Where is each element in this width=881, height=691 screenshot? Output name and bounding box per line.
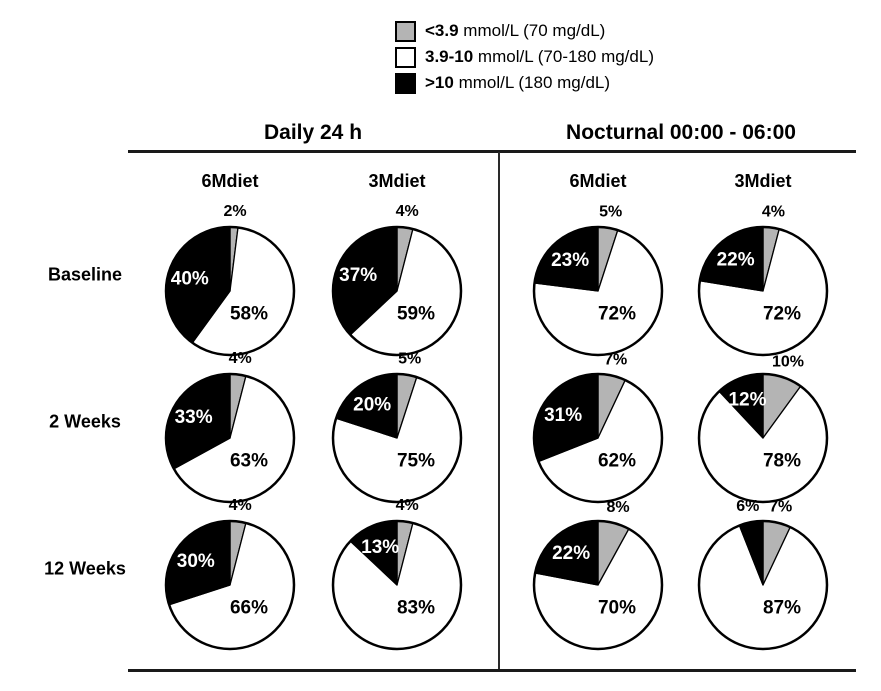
pie-outline [697,225,829,357]
pie-slice-label-high: 22% [552,543,590,564]
pie-slice-label-high: 40% [171,269,209,290]
pie-outline [164,372,296,504]
pie-slice-label-in_range: 58% [230,304,268,325]
bottom-rule [128,669,856,672]
pie-12-weeks-daily-24-h-6mdiet: 4% 66% 30% [145,493,315,663]
pie-slice-label-in_range: 75% [397,451,435,472]
pie-slice-label-low: 7% [604,352,627,369]
pie-slice-label-high: 22% [717,249,755,270]
pie-slice-label-in_range: 78% [763,451,801,472]
pie-chart: 4% 59% 37% [331,203,463,357]
pie-chart: 4% 66% 30% [164,497,296,651]
column-header-nocturnal-6mdiet: 6Mdiet [569,171,627,191]
pie-slice-label-high: 20% [353,394,391,415]
pie-slice-label-in_range: 63% [230,451,268,472]
pie-baseline-nocturnal-00-00-06-00-3mdiet: 4% 72% 22% [678,199,848,369]
pie-chart: 4% 63% 33% [164,350,296,504]
pie-chart: 5% 72% 23% [532,204,664,357]
legend-swatch-low [395,20,416,42]
pie-slice-label-low: 4% [396,203,419,220]
header-rule [128,150,856,153]
pie-12-weeks-nocturnal-00-00-06-00-6mdiet: 8% 70% 22% [513,493,683,663]
pie-slice-label-low: 4% [396,497,419,514]
pie-slice-label-low: 4% [229,350,252,367]
pie-chart: 7% 87% 6% [697,498,829,651]
pie-outline [697,519,829,651]
pie-slice-label-low: 8% [607,499,630,516]
pie-2-weeks-daily-24-h-6mdiet: 4% 63% 33% [145,346,315,516]
pie-slice-label-high: 30% [177,551,215,572]
pie-2-weeks-daily-24-h-3mdiet: 5% 75% 20% [312,346,482,516]
column-header-nocturnal-3mdiet: 3Mdiet [734,171,792,191]
pie-outline [331,225,463,357]
group-divider-line [498,152,500,670]
row-label-2-weeks: 2 Weeks [49,411,121,432]
pie-slice-label-in_range: 66% [230,598,268,619]
legend-swatch-high [395,72,416,94]
row-label-baseline: Baseline [47,264,123,285]
pie-slice-label-in_range: 87% [763,598,801,619]
pie-slice-label-low: 7% [769,499,792,516]
pie-slice-label-low: 5% [398,351,421,368]
pie-slice-label-in_range: 62% [598,451,636,472]
pie-outline [697,372,829,504]
pie-slice-label-low: 10% [772,354,804,371]
legend-label: >10 mmol/L (180 mg/dL) [425,73,611,92]
pie-12-weeks-daily-24-h-3mdiet: 4% 83% 13% [312,493,482,663]
pie-slice-label-high: 23% [551,250,589,271]
pie-chart: 5% 75% 20% [331,351,463,504]
pie-slice-label-high: 31% [544,405,582,426]
pie-2-weeks-nocturnal-00-00-06-00-3mdiet: 10% 78% 12% [678,346,848,516]
legend-label: 3.9-10 mmol/L (70-180 mg/dL) [425,47,654,66]
pie-chart: 4% 83% 13% [331,497,463,651]
pie-slice-label-in_range: 59% [397,304,435,325]
pie-baseline-daily-24-h-3mdiet: 4% 59% 37% [312,199,482,369]
pie-slice-label-low: 5% [599,204,622,221]
column-header-daily-6mdiet: 6Mdiet [201,171,259,191]
pie-chart: 2% 58% 40% [164,203,296,357]
pie-slice-label-in_range: 72% [763,304,801,325]
pie-slice-label-high: 12% [728,389,766,410]
pie-outline [331,372,463,504]
legend: <3.9 mmol/L (70 mg/dL) 3.9-10 mmol/L (70-… [395,18,654,96]
pie-outline [532,519,664,651]
pie-slice-label-low: 2% [224,203,247,220]
legend-item-in_range: 3.9-10 mmol/L (70-180 mg/dL) [395,44,654,70]
pie-slice-label-low: 4% [762,203,785,220]
pie-slice-label-in_range: 70% [598,598,636,619]
pie-2-weeks-nocturnal-00-00-06-00-6mdiet: 7% 62% 31% [513,346,683,516]
pie-outline [331,519,463,651]
group-header-nocturnal: Nocturnal 00:00 - 06:00 [566,121,796,144]
pie-chart: 7% 62% 31% [532,352,664,504]
legend-item-high: >10 mmol/L (180 mg/dL) [395,70,654,96]
pie-baseline-daily-24-h-6mdiet: 2% 58% 40% [145,199,315,369]
row-label-12-weeks: 12 Weeks [44,558,126,579]
pie-outline [532,372,664,504]
pie-chart: 4% 72% 22% [697,203,829,357]
legend-label: <3.9 mmol/L (70 mg/dL) [425,21,606,40]
pie-12-weeks-nocturnal-00-00-06-00-3mdiet: 7% 87% 6% [678,493,848,663]
group-header-daily: Daily 24 h [263,121,363,144]
pie-slice-label-high: 13% [361,537,399,558]
pie-outline [164,519,296,651]
pie-slice-label-low: 4% [229,497,252,514]
pie-slice-label-in_range: 72% [598,304,636,325]
pie-outline [164,225,296,357]
legend-swatch-in_range [395,46,416,68]
pie-chart: 8% 70% 22% [532,499,664,651]
legend-item-low: <3.9 mmol/L (70 mg/dL) [395,18,654,44]
column-header-daily-3mdiet: 3Mdiet [368,171,426,191]
pie-chart: 10% 78% 12% [697,354,829,504]
pie-slice-label-high: 37% [339,265,377,286]
pie-slice-label-high: 6% [736,498,759,515]
pie-slice-label-in_range: 83% [397,598,435,619]
pie-slice-label-high: 33% [175,407,213,428]
pie-baseline-nocturnal-00-00-06-00-6mdiet: 5% 72% 23% [513,199,683,369]
pie-outline [532,225,664,357]
